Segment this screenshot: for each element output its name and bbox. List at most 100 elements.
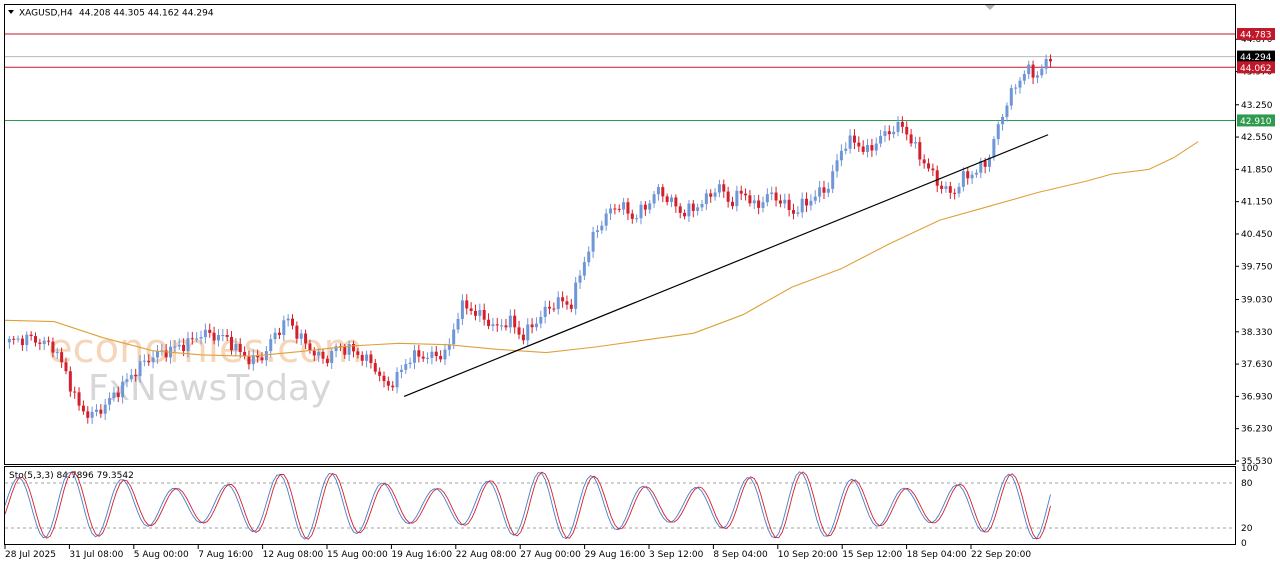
stochastic-level-label: 20: [1241, 524, 1253, 534]
candle-body: [539, 316, 543, 324]
time-tick-label: 15 Sep 12:00: [842, 550, 902, 560]
price-tag-current: [1237, 50, 1275, 63]
candle-body: [717, 184, 721, 193]
candle-body: [678, 206, 682, 213]
candle-body: [600, 225, 604, 231]
candle-body: [844, 148, 848, 151]
candle-body: [238, 343, 242, 352]
time-tick-label: 3 Sep 12:00: [649, 550, 704, 560]
candle-body: [852, 135, 856, 143]
candle-body: [33, 336, 37, 343]
candle-body: [234, 343, 238, 351]
price-tick-label: 36.930: [1241, 392, 1273, 402]
stochastic-level-label: 80: [1241, 479, 1253, 489]
price-tick-label: 41.150: [1241, 198, 1273, 208]
candle-body: [1005, 105, 1009, 117]
scroll-marker-icon[interactable]: [985, 5, 995, 10]
candle-body: [909, 134, 913, 144]
candle-body: [739, 190, 743, 194]
candle-body: [613, 208, 617, 210]
candle-body: [944, 186, 948, 189]
candle-body: [652, 194, 656, 204]
candle-body: [173, 346, 177, 348]
candle-body: [582, 262, 586, 276]
candle-body: [504, 325, 508, 328]
candle-body: [700, 204, 704, 208]
candle-body: [478, 310, 482, 316]
candle-body: [848, 135, 852, 149]
stochastic-signal-line: [4, 471, 1051, 540]
candle-body: [948, 186, 952, 193]
candle-body: [883, 131, 887, 136]
candle-body: [778, 200, 782, 204]
time-tick-label: 22 Aug 08:00: [456, 550, 517, 560]
candle-body: [935, 170, 939, 186]
candle-body: [556, 297, 560, 310]
candle-body: [195, 338, 199, 340]
candle-body: [656, 187, 660, 195]
candle-body: [1035, 75, 1039, 78]
candle-body: [47, 340, 51, 342]
trendline[interactable]: [403, 134, 1049, 397]
candle-body: [408, 362, 412, 365]
candle-body: [548, 306, 552, 309]
price-axis: 44.67043.97043.25042.55041.85041.15040.4…: [1235, 35, 1273, 467]
candle-body: [256, 355, 260, 358]
candle-body: [561, 297, 565, 302]
candle-body: [587, 251, 591, 263]
candle-body: [996, 124, 1000, 140]
candle-body: [447, 344, 451, 350]
candle-body: [896, 121, 900, 132]
candle-body: [321, 351, 325, 359]
candle-body: [813, 196, 817, 201]
candle-body: [299, 333, 303, 339]
candle-body: [125, 379, 129, 382]
candle-body: [565, 301, 569, 305]
candle-body: [591, 231, 595, 252]
candle-body: [142, 360, 146, 362]
candle-body: [251, 355, 255, 365]
candle-body: [68, 371, 72, 392]
candle-body: [1040, 68, 1044, 76]
chevron-down-icon[interactable]: [8, 10, 14, 14]
candle-body: [687, 203, 691, 217]
price-tick-label: 44.670: [1241, 35, 1273, 45]
candle-body: [452, 329, 456, 345]
candle-body: [460, 300, 464, 319]
candle-body: [38, 342, 42, 344]
candle-body: [439, 356, 443, 360]
candle-body: [757, 200, 761, 208]
candle-body: [243, 351, 247, 357]
price-tick-label: 35.530: [1241, 457, 1273, 467]
candle-body: [212, 332, 216, 341]
candle-body: [818, 187, 822, 197]
candle-body: [1022, 74, 1026, 81]
price-tag-label: 44.294: [1240, 53, 1272, 63]
candle-body: [269, 339, 273, 352]
candle-body: [648, 203, 652, 210]
candle-body: [417, 350, 421, 357]
candle-body: [216, 335, 220, 341]
candle-body: [273, 332, 277, 340]
candle-body: [482, 310, 486, 320]
candle-body: [966, 171, 970, 179]
candle-body: [927, 163, 931, 169]
candle-body: [691, 203, 695, 211]
candle-body: [94, 409, 98, 412]
candle-body: [260, 357, 264, 361]
candle-body: [861, 146, 865, 152]
candle-body: [264, 351, 268, 361]
candle-body: [81, 405, 85, 412]
candle-body: [822, 187, 826, 193]
candle-body: [177, 344, 181, 347]
candle-body: [443, 349, 447, 360]
candle-body: [304, 333, 308, 344]
candle-body: [905, 126, 909, 135]
candle-body: [534, 323, 538, 328]
candle-body: [783, 199, 787, 204]
candle-body: [99, 409, 103, 414]
candle-body: [870, 145, 874, 151]
candle-body: [630, 213, 634, 219]
candle-body: [90, 411, 94, 418]
price-tag-support: [1237, 114, 1275, 127]
